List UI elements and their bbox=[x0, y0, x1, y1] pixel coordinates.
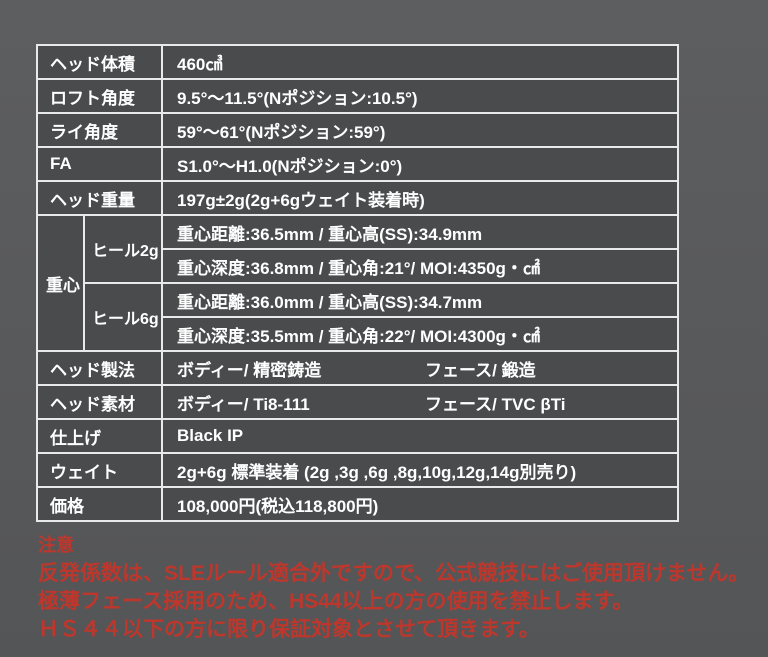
spec-value-head-weight: 197g±2g(2g+6gウェイト装着時) bbox=[161, 180, 679, 216]
caution-title: 注意 bbox=[38, 535, 74, 555]
spec-label-lie-angle: ライ角度 bbox=[36, 112, 163, 148]
spec-label-head-volume: ヘッド体積 bbox=[36, 44, 163, 80]
caution-line-thin-face: 極薄フェース採用のため、HS44以上の方の使用を禁止します。 bbox=[38, 590, 634, 613]
spec-value-weight-option: 2g+6g 標準装着 (2g ,3g ,6g ,8g,10g,12g,14g別売… bbox=[161, 452, 679, 488]
spec-value-lie-angle: 59°〜61°(Nポジション:59°) bbox=[161, 112, 679, 148]
table-row: ライ角度 59°〜61°(Nポジション:59°) bbox=[36, 112, 679, 148]
spec-sublabel-heel-2g: ヒール2g bbox=[83, 214, 163, 284]
spec-value-finish: Black IP bbox=[161, 418, 679, 454]
table-row: ヘッド製法 ボディー/ 精密鋳造 フェース/ 鍛造 bbox=[36, 350, 679, 386]
spec-label-loft-angle: ロフト角度 bbox=[36, 78, 163, 114]
spec-value-loft-angle: 9.5°〜11.5°(Nポジション:10.5°) bbox=[161, 78, 679, 114]
caution-line-sle-rule: 反発係数は、SLEルール適合外ですので、公式競技にはご使用頂けません。 bbox=[38, 562, 750, 585]
spec-value-fa: S1.0°〜H1.0(Nポジション:0°) bbox=[161, 146, 679, 182]
table-row: 仕上げ Black IP bbox=[36, 418, 679, 454]
spec-label-head-construction: ヘッド製法 bbox=[36, 350, 163, 386]
spec-label-finish: 仕上げ bbox=[36, 418, 163, 454]
table-row: 重心深度:35.5mm / 重心角:22°/ MOI:4300g・㎠ bbox=[37, 316, 679, 352]
spec-table: ヘッド体積 460㎤ ロフト角度 9.5°〜11.5°(Nポジション:10.5°… bbox=[36, 44, 679, 522]
spec-label-price: 価格 bbox=[36, 486, 163, 522]
spec-value-heel6g-line2: 重心深度:35.5mm / 重心角:22°/ MOI:4300g・㎠ bbox=[161, 316, 679, 352]
spec-label-head-material: ヘッド素材 bbox=[36, 384, 163, 420]
table-row: 価格 108,000円(税込118,800円) bbox=[36, 486, 679, 522]
table-row: 重心 ヒール2g 重心距離:36.5mm / 重心高(SS):34.9mm bbox=[36, 214, 679, 352]
spec-value-body-construction: ボディー/ 精密鋳造 bbox=[177, 360, 322, 380]
table-row: FA S1.0°〜H1.0(Nポジション:0°) bbox=[36, 146, 679, 182]
table-row: ヘッド重量 197g±2g(2g+6gウェイト装着時) bbox=[36, 180, 679, 216]
spec-label-center-of-gravity: 重心 bbox=[36, 214, 85, 352]
table-row: ロフト角度 9.5°〜11.5°(Nポジション:10.5°) bbox=[36, 78, 679, 114]
caution-notes: 注意 反発係数は、SLEルール適合外ですので、公式競技にはご使用頂けません。 極… bbox=[38, 533, 749, 644]
spec-label-fa: FA bbox=[36, 146, 163, 182]
table-row: ヘッド体積 460㎤ bbox=[36, 44, 679, 80]
spec-value-head-construction: ボディー/ 精密鋳造 フェース/ 鍛造 bbox=[161, 350, 679, 386]
spec-value-body-material: ボディー/ Ti8-111 bbox=[177, 394, 310, 414]
spec-value-heel2g-line1: 重心距離:36.5mm / 重心高(SS):34.9mm bbox=[161, 214, 679, 250]
spec-value-heel6g-line1: 重心距離:36.0mm / 重心高(SS):34.7mm bbox=[161, 282, 679, 318]
spec-value-heel2g-line2: 重心深度:36.8mm / 重心角:21°/ MOI:4350g・㎠ bbox=[161, 248, 679, 284]
table-row: ウェイト 2g+6g 標準装着 (2g ,3g ,6g ,8g,10g,12g,… bbox=[36, 452, 679, 488]
caution-line-warranty: ＨＳ４４以下の方に限り保証対象とさせて頂きます。 bbox=[38, 618, 540, 641]
spec-value-face-construction: フェース/ 鍛造 bbox=[425, 360, 536, 380]
spec-label-weight-option: ウェイト bbox=[36, 452, 163, 488]
table-row: ヒール6g 重心距離:36.0mm / 重心高(SS):34.7mm bbox=[37, 282, 679, 352]
table-row: ヘッド素材 ボディー/ Ti8-111 フェース/ TVC βTi bbox=[36, 384, 679, 420]
table-row: 重心深度:36.8mm / 重心角:21°/ MOI:4350g・㎠ bbox=[37, 248, 679, 284]
spec-sublabel-heel-6g: ヒール6g bbox=[83, 282, 163, 352]
spec-value-head-volume: 460㎤ bbox=[161, 44, 679, 80]
spec-value-face-material: フェース/ TVC βTi bbox=[425, 394, 566, 414]
spec-value-head-material: ボディー/ Ti8-111 フェース/ TVC βTi bbox=[161, 384, 679, 420]
spec-label-head-weight: ヘッド重量 bbox=[36, 180, 163, 216]
spec-value-price: 108,000円(税込118,800円) bbox=[161, 486, 679, 522]
